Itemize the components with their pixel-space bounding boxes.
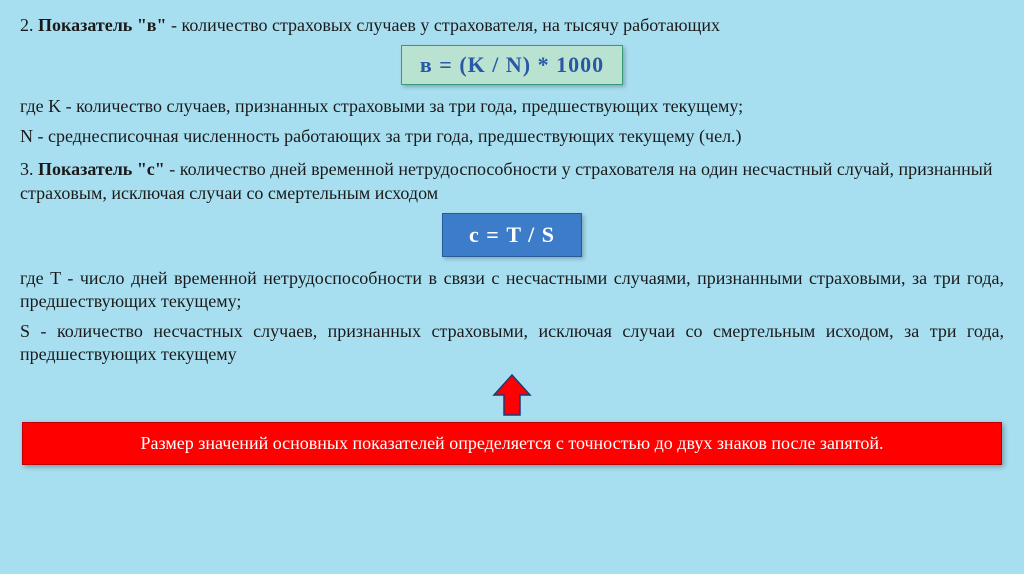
section2-desc: - количество страховых случаев у страхов… [167, 15, 721, 35]
section2-where-k: где K - количество случаев, признанных с… [20, 95, 1004, 118]
section3-number: 3. [20, 159, 38, 179]
formula1-box: в = (K / N) * 1000 [401, 45, 623, 85]
section3-label: Показатель "с" [38, 159, 165, 179]
section2-heading: 2. Показатель "в" - количество страховых… [20, 14, 1004, 37]
section3-where-s: S - количество несчастных случаев, призн… [20, 320, 1004, 367]
section3-where-t: где T - число дней временной нетрудоспос… [20, 267, 1004, 314]
arrow-wrap [20, 373, 1004, 422]
section2-where-n: N - среднесписочная численность работающ… [20, 125, 1004, 148]
section2-label: Показатель "в" [38, 15, 167, 35]
formula2-box: с = T / S [442, 213, 582, 257]
section2-number: 2. [20, 15, 38, 35]
formula1-row: в = (K / N) * 1000 [20, 45, 1004, 85]
formula2-row: с = T / S [20, 213, 1004, 257]
up-arrow-icon [492, 373, 532, 417]
section3-desc: - количество дней временной нетрудоспосо… [20, 159, 993, 202]
section3-heading: 3. Показатель "с" - количество дней врем… [20, 158, 1004, 205]
precision-banner: Размер значений основных показателей опр… [22, 422, 1002, 465]
